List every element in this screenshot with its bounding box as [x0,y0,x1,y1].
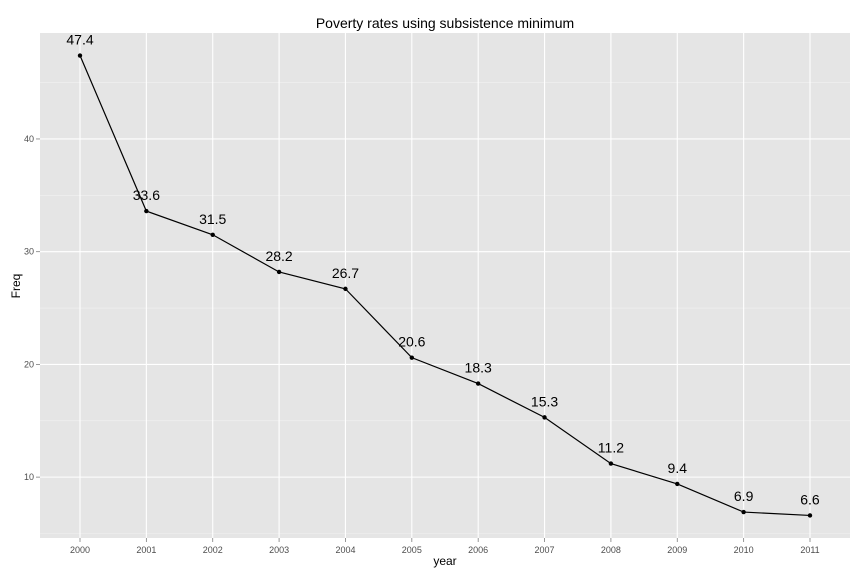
data-label: 6.9 [734,488,754,504]
x-tick-label: 2003 [269,545,289,555]
chart-title: Poverty rates using subsistence minimum [316,15,574,31]
x-tick-label: 2008 [601,545,621,555]
x-tick-label: 2004 [335,545,355,555]
data-point [475,381,481,386]
series-line [79,55,811,517]
x-tick-label: 2011 [800,545,819,555]
x-tick-label: 2006 [468,545,488,555]
x-tick-labels: 2000 2001 2002 2003 2004 2005 2006 2007 2008 2009… [70,545,820,555]
data-label: 9.4 [668,460,688,476]
data-point [675,481,680,487]
data-point [343,286,348,292]
data-label: 26.7 [332,265,359,281]
y-tick-label: 30 [24,247,34,257]
data-labels: 47.4 33.6 31.5 28.2 26.7 20.6 18.3 15.3 11.2 9.4 6… [66,32,820,508]
data-point [741,509,746,515]
y-axis-title: Freq [9,274,23,299]
data-label: 15.3 [531,393,558,409]
data-points [77,53,813,518]
x-tick-label: 2002 [203,545,223,555]
data-label: 20.6 [398,334,425,350]
data-point [608,461,614,466]
y-tick-label: 40 [24,134,34,144]
x-tick-label: 2010 [734,545,754,555]
data-label: 28.2 [265,248,292,264]
axis-ticks [36,138,811,542]
x-tick-label: 2007 [535,545,555,555]
data-point [542,415,547,420]
data-label: 11.2 [598,440,624,456]
data-label: 33.6 [133,187,160,203]
x-tick-label: 2009 [667,545,687,555]
data-label: 18.3 [465,360,492,376]
data-point [210,232,215,237]
plot-panel [40,33,850,538]
data-point [276,269,282,275]
data-label: 31.5 [199,211,226,227]
x-tick-label: 2000 [70,545,90,555]
data-point [409,355,415,360]
data-label: 47.4 [66,32,93,48]
data-point [77,53,83,58]
y-tick-label: 10 [24,472,34,482]
x-tick-label: 2001 [136,545,156,555]
data-label: 6.6 [800,491,820,507]
minor-gridlines [40,82,850,534]
major-gridlines [40,33,850,538]
x-axis-title: year [433,554,456,568]
y-tick-label: 20 [24,359,34,369]
data-point [144,208,149,214]
y-tick-labels: 10 20 30 40 [24,134,34,482]
data-point [807,513,813,518]
x-tick-label: 2005 [402,545,422,555]
